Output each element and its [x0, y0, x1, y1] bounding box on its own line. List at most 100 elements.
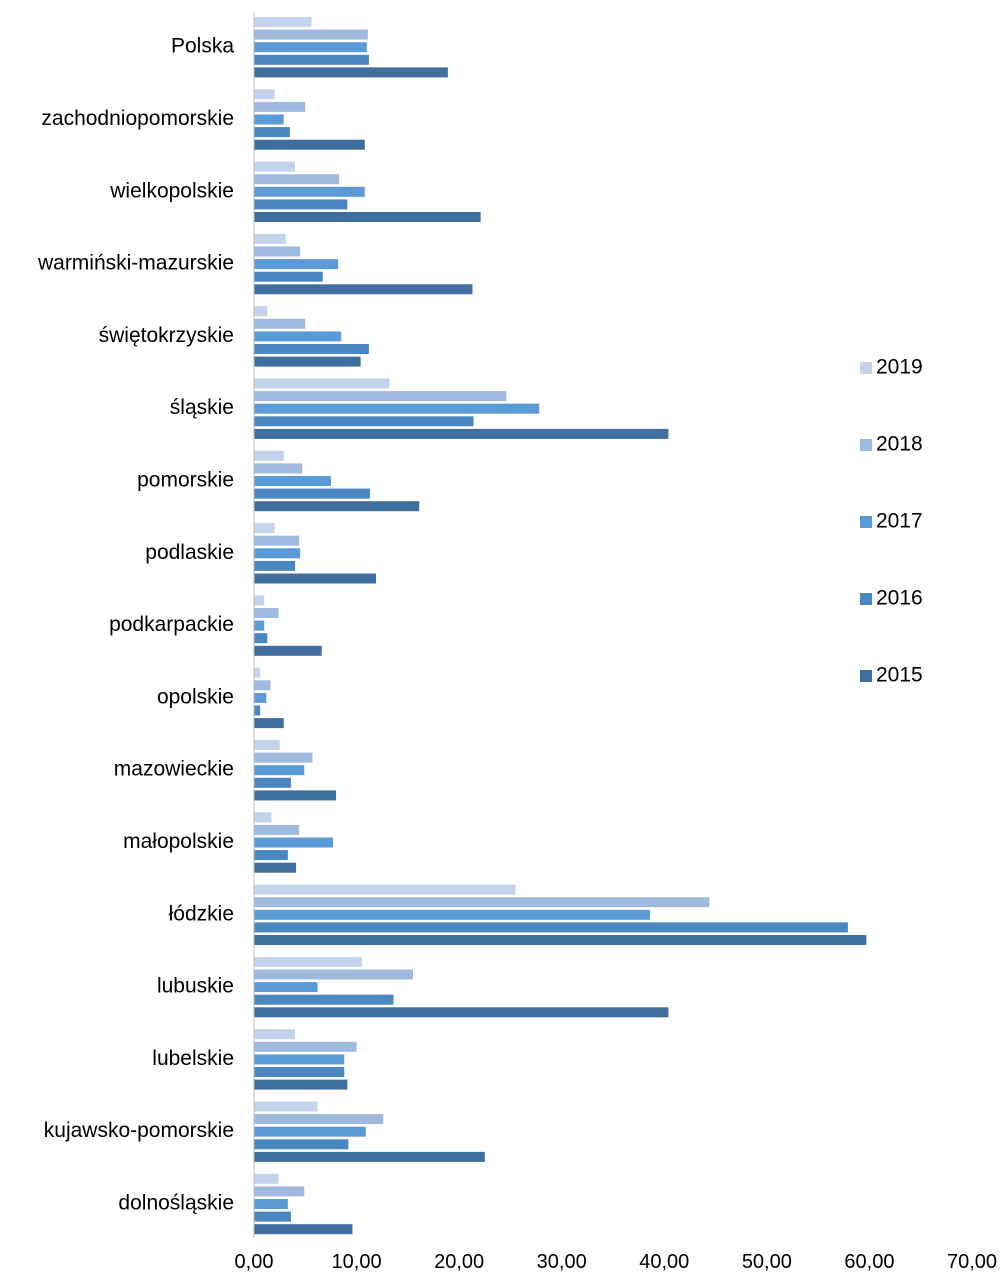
bar-lubuskie-2017	[254, 982, 318, 993]
category-label-lodzkie: łódzkie	[169, 902, 234, 925]
category-label-swietokrzyskie: świętokrzyskie	[99, 324, 234, 347]
bar-swietokrzyskie-2015	[254, 356, 361, 367]
legend: 2019 2018 2017 2016 2015	[860, 356, 923, 687]
bar-pomorskie-2015	[254, 501, 420, 512]
bar-opolskie-2017	[254, 692, 267, 703]
category-label-slaskie: śląskie	[170, 396, 234, 419]
category-label-wielkopolskie: wielkopolskie	[109, 179, 234, 202]
bar-pomorskie-2016	[254, 488, 370, 499]
bar-malopolskie-2017	[254, 837, 333, 848]
bar-swietokrzyskie-2019	[254, 306, 268, 317]
bar-kujawsko-pomorskie-2015	[254, 1151, 485, 1162]
category-label-malopolskie: małopolskie	[123, 830, 234, 853]
x-tick-label: 60,00	[844, 1251, 894, 1273]
bar-kujawsko-pomorskie-2017	[254, 1126, 366, 1137]
bar-lodzkie-2019	[254, 884, 516, 895]
bar-podkarpackie-2018	[254, 608, 279, 618]
bar-swietokrzyskie-2016	[254, 344, 369, 354]
bar-mazowieckie-2017	[254, 765, 305, 776]
x-tick-label: 0,00	[235, 1251, 274, 1273]
category-label-kujawsko-pomorskie: kujawsko-pomorskie	[44, 1119, 234, 1142]
bar-pomorskie-2019	[254, 450, 284, 461]
category-label-opolskie: opolskie	[157, 685, 234, 708]
x-tick-label: 30,00	[537, 1251, 587, 1273]
category-label-mazowieckie: mazowieckie	[114, 758, 234, 781]
bar-wielkopolskie-2015	[254, 212, 481, 222]
bar-dolnoslaskie-2019	[254, 1173, 279, 1184]
category-label-zachodniopomorskie: zachodniopomorskie	[41, 107, 234, 130]
category-label-polska: Polska	[171, 35, 234, 58]
bar-lubuskie-2018	[254, 969, 413, 980]
bar-malopolskie-2018	[254, 824, 300, 835]
bar-zachodniopomorskie-2016	[254, 127, 290, 138]
legend-swatch-2017	[860, 516, 872, 528]
bar-pomorskie-2017	[254, 476, 331, 486]
bar-pomorskie-2018	[254, 463, 303, 474]
bar-podlaskie-2018	[254, 535, 300, 546]
x-tick-labels: 0,00 10,00 20,00 30,00 40,00 50,00 60,00 70,00	[235, 1251, 998, 1273]
category-label-lubelskie: lubelskie	[152, 1047, 234, 1070]
bar-lubelskie-2016	[254, 1067, 345, 1077]
legend-label-2017: 2017	[876, 510, 923, 533]
bar-kujawsko-pomorskie-2018	[254, 1114, 384, 1125]
legend-label-2019: 2019	[876, 356, 923, 379]
x-tick-label: 10,00	[332, 1251, 382, 1273]
bar-malopolskie-2016	[254, 850, 288, 861]
bar-warminski-mazurskie-2018	[254, 246, 301, 257]
bar-zachodniopomorskie-2017	[254, 114, 284, 125]
legend-label-2015: 2015	[876, 664, 923, 687]
bar-kujawsko-pomorskie-2016	[254, 1139, 349, 1150]
bar-lubuskie-2019	[254, 956, 362, 967]
bar-podlaskie-2019	[254, 523, 275, 534]
bar-slaskie-2017	[254, 403, 540, 414]
bar-swietokrzyskie-2018	[254, 318, 306, 329]
bar-dolnoslaskie-2015	[254, 1224, 353, 1235]
bar-polska-2018	[254, 29, 368, 40]
bar-wielkopolskie-2016	[254, 199, 348, 210]
bar-slaskie-2015	[254, 428, 669, 439]
bar-polska-2016	[254, 54, 369, 65]
legend-swatch-2016	[860, 593, 872, 605]
bar-kujawsko-pomorskie-2019	[254, 1101, 318, 1112]
bar-podlaskie-2016	[254, 560, 296, 571]
category-label-pomorskie: pomorskie	[137, 469, 234, 492]
bar-wielkopolskie-2018	[254, 174, 340, 185]
bar-lodzkie-2015	[254, 935, 867, 945]
bar-swietokrzyskie-2017	[254, 331, 342, 342]
bar-podlaskie-2017	[254, 548, 301, 559]
category-label-dolnoslaskie: dolnośląskie	[118, 1192, 234, 1215]
bar-opolskie-2018	[254, 680, 271, 691]
bar-lodzkie-2017	[254, 909, 650, 920]
category-label-warminski-mazurskie: warmiński-mazurskie	[37, 252, 234, 275]
bar-mazowieckie-2015	[254, 790, 337, 801]
bar-lubuskie-2016	[254, 994, 394, 1005]
bar-opolskie-2019	[254, 667, 261, 678]
bar-dolnoslaskie-2016	[254, 1211, 291, 1222]
bar-slaskie-2018	[254, 391, 507, 402]
bars-group	[254, 17, 867, 1235]
bar-zachodniopomorskie-2018	[254, 101, 306, 112]
bar-lubelskie-2019	[254, 1029, 296, 1040]
bar-mazowieckie-2016	[254, 777, 291, 788]
x-tick-label: 70,00	[947, 1251, 997, 1273]
bar-wielkopolskie-2019	[254, 161, 296, 172]
legend-label-2018: 2018	[876, 433, 923, 456]
x-tick-label: 50,00	[742, 1251, 792, 1273]
x-tick-label: 20,00	[434, 1251, 484, 1273]
bar-mazowieckie-2018	[254, 752, 313, 763]
legend-swatch-2018	[860, 439, 872, 451]
category-label-podkarpackie: podkarpackie	[109, 613, 234, 636]
bar-slaskie-2019	[254, 378, 390, 389]
bar-slaskie-2016	[254, 416, 474, 427]
bar-polska-2017	[254, 42, 367, 53]
category-label-lubuskie: lubuskie	[157, 975, 234, 998]
legend-label-2016: 2016	[876, 587, 923, 610]
bar-dolnoslaskie-2018	[254, 1186, 305, 1197]
bar-warminski-mazurskie-2019	[254, 233, 286, 244]
bar-warminski-mazurskie-2016	[254, 271, 323, 282]
bar-malopolskie-2015	[254, 862, 297, 873]
bar-mazowieckie-2019	[254, 740, 280, 750]
x-tick-label: 40,00	[639, 1251, 689, 1273]
bar-zachodniopomorskie-2015	[254, 139, 365, 150]
bar-opolskie-2016	[254, 705, 261, 716]
